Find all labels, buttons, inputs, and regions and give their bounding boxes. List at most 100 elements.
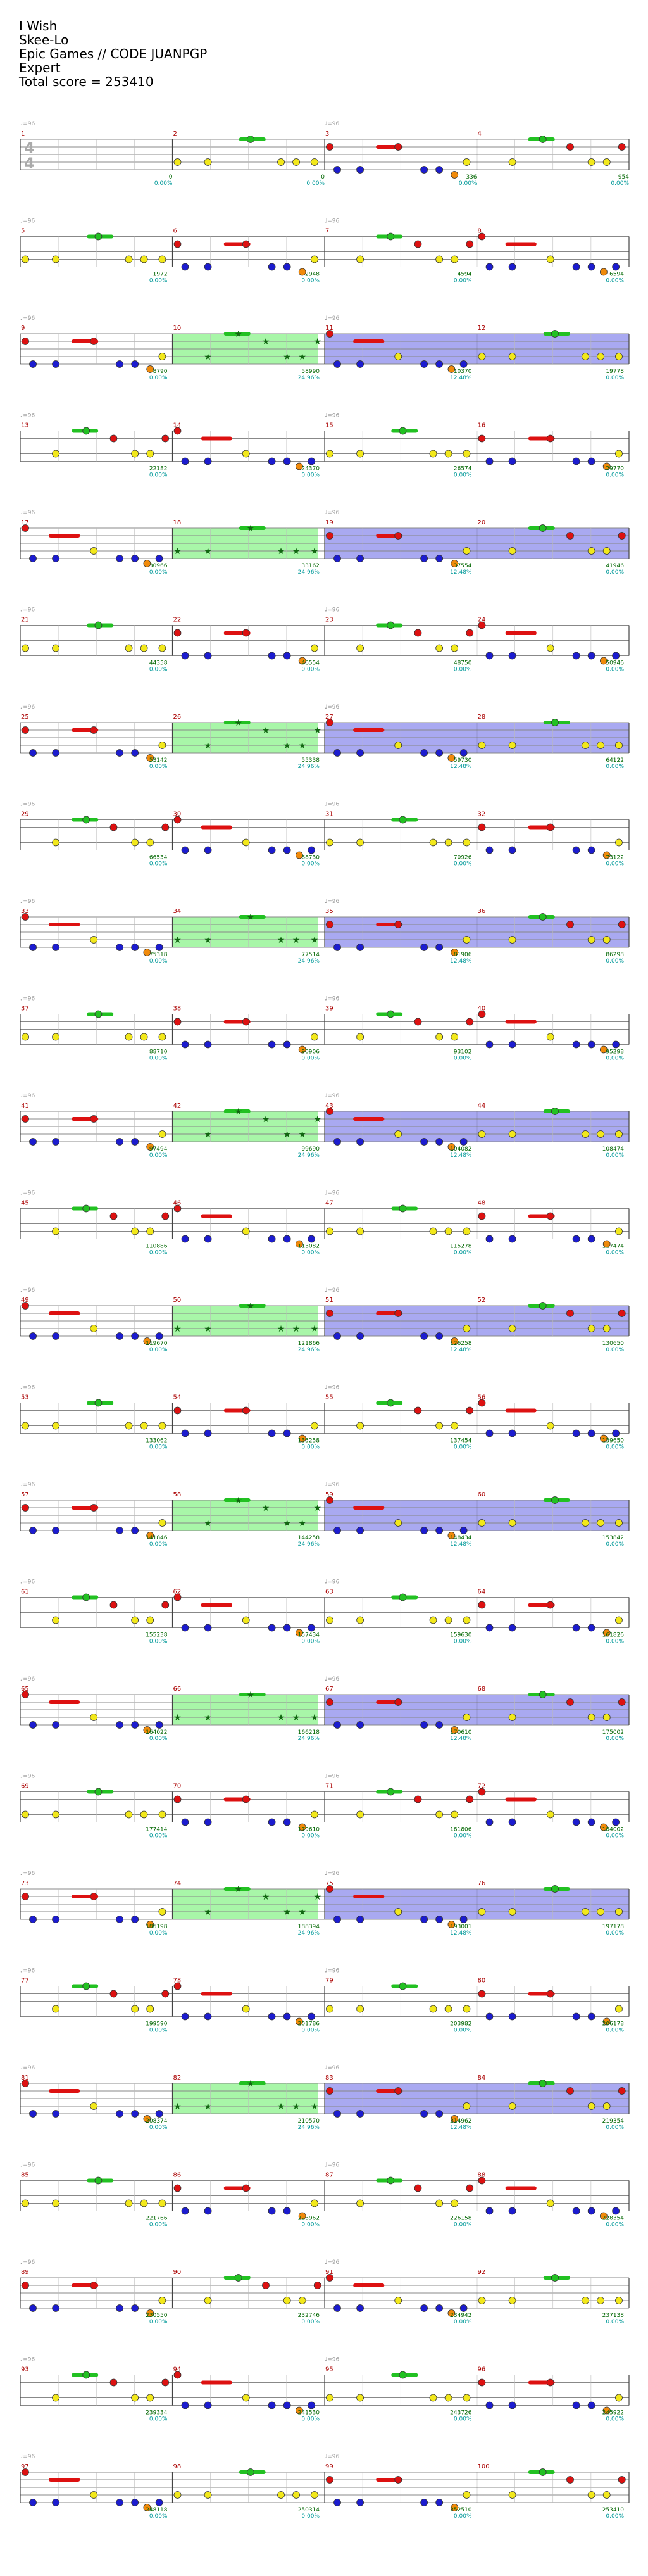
measure-score: 130650 [602,1341,625,1347]
blue-note [308,2012,316,2021]
measure-percent: 0.00% [454,1833,472,1840]
measure-score: 1972 [153,272,168,278]
blue-note [52,555,59,562]
measure-percent: 12.48% [450,1736,472,1742]
measure-score: 199590 [146,2021,168,2028]
blue-note [612,1040,620,1049]
star-note: ★ [262,1114,270,1125]
star-note: ★ [311,1324,319,1334]
measure-number: 38 [173,1006,182,1013]
red-note [414,1406,422,1415]
yellow-note [204,158,212,166]
blue-note [29,1527,37,1534]
yellow-note [356,255,364,263]
measure-percent: 0.00% [149,2125,168,2131]
blue-note [435,1527,444,1534]
blue-note [420,2110,428,2118]
blue-note [435,360,444,368]
blue-note [283,2012,291,2021]
yellow-note [146,2005,154,2013]
tempo-marker: ♩=96 [325,2454,340,2460]
measure-percent: 12.48% [450,1152,472,1159]
blue-note [283,457,291,465]
star-note: ★ [204,546,212,557]
green-note [94,2176,103,2185]
red-note [478,2176,486,2185]
blue-note [181,1818,189,1826]
measure-number: 31 [325,811,333,818]
yellow-note [22,1422,29,1430]
measure-percent: 24.96% [298,375,320,381]
measure-percent: 0.00% [606,1152,624,1159]
blue-note [29,1721,37,1729]
measure-score: 93102 [454,1049,472,1056]
tempo-marker: ♩=96 [20,2454,35,2460]
blue-note [181,263,189,271]
measure-number: 9 [21,325,25,332]
measure-score: 214962 [450,2118,471,2125]
red-note [326,1698,333,1706]
measure-number: 7 [325,228,329,235]
tempo-marker: ♩=96 [20,121,35,127]
yellow-note [508,1519,516,1527]
red-note [478,434,486,443]
yellow-note [131,2005,139,2013]
measure-percent: 0.00% [606,375,624,381]
yellow-note [158,1033,166,1041]
measure-percent: 12.48% [450,1347,472,1353]
measure-score: 230550 [146,2313,168,2319]
star-note: ★ [262,1503,270,1513]
measure-score: 55338 [301,757,320,764]
yellow-note [131,838,139,847]
yellow-note [311,1422,318,1430]
measure-percent: 0.00% [301,2416,320,2423]
green-note [399,1593,407,1601]
blue-note [435,166,444,174]
measure-percent: 24.96% [298,2125,320,2131]
blue-note [52,1916,59,1923]
measure-score: 170610 [450,1729,472,1736]
measure-percent: 0.00% [149,1541,168,1548]
blue-note [356,166,364,174]
blue-note [131,2110,139,2118]
blue-note [181,846,189,854]
blue-note [204,457,212,465]
measure-percent: 0.00% [306,180,325,187]
star-note: ★ [247,1301,255,1311]
yellow-note [158,644,166,652]
measure-score: 155238 [146,1632,168,1639]
orange-note [602,851,611,859]
red-note [394,532,402,540]
yellow-note [158,1422,166,1430]
measure-score: 252510 [450,2507,472,2513]
measure-score: 24370 [301,466,320,472]
tempo-marker: ♩=96 [325,1968,340,1974]
blue-note [485,1624,494,1632]
measure-percent: 0.00% [149,1152,168,1159]
measure-percent: 0.00% [454,472,472,479]
measure-percent: 0.00% [606,1250,624,1256]
yellow-note [52,1033,59,1041]
yellow-note [444,2394,452,2402]
measure-percent: 0.00% [301,2222,320,2228]
star-note: ★ [234,1885,242,1895]
yellow-note [140,2199,148,2207]
yellow-note [52,2199,59,2207]
measure-number: 78 [173,1978,182,1985]
red-note [618,2087,626,2095]
yellow-note [52,2005,59,2013]
red-note [242,240,250,248]
yellow-note [242,2005,250,2013]
measure-number: 80 [478,1978,486,1985]
orange-note [602,1240,611,1248]
star-note: ★ [204,352,212,362]
yellow-note [146,2394,154,2402]
measure-percent: 0.00% [149,472,168,479]
measure-percent: 0.00% [149,1444,168,1451]
measure-number: 10 [173,325,182,332]
red-note [90,1893,98,1900]
blue-note [420,1332,428,1340]
yellow-note [356,450,364,458]
measure-score: 30966 [149,563,168,569]
yellow-note [429,838,437,847]
